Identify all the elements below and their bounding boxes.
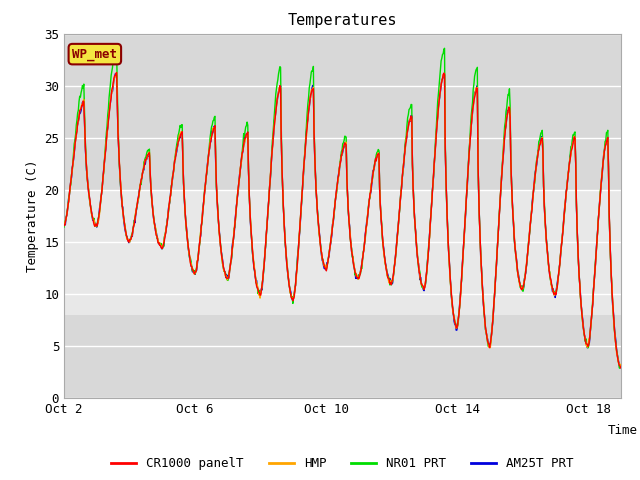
Y-axis label: Temperature (C): Temperature (C)	[26, 160, 38, 272]
Title: Temperatures: Temperatures	[287, 13, 397, 28]
Bar	[64, 315, 621, 398]
Legend: CR1000 panelT, HMP, NR01 PRT, AM25T PRT: CR1000 panelT, HMP, NR01 PRT, AM25T PRT	[106, 452, 579, 475]
Text: WP_met: WP_met	[72, 48, 117, 60]
X-axis label: Time: Time	[607, 424, 637, 437]
Bar	[64, 34, 621, 190]
